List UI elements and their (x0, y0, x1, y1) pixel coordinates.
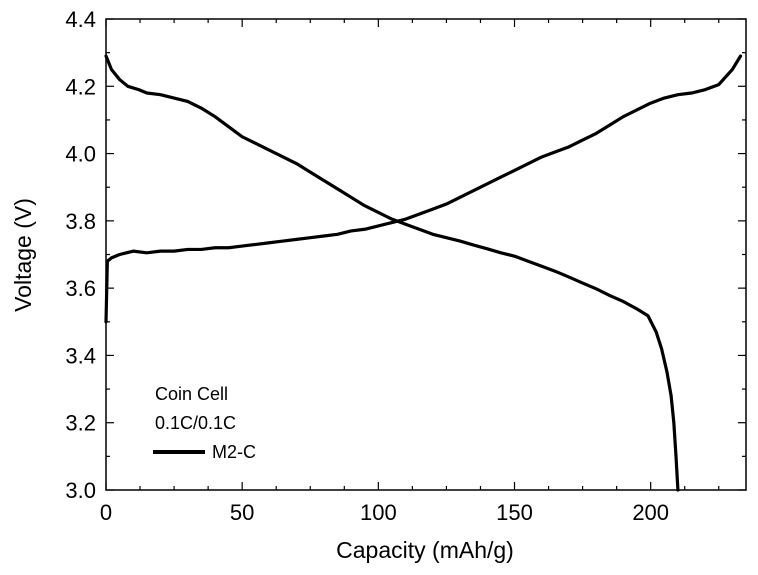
annotation-coin-cell: Coin Cell (155, 384, 228, 404)
y-tick-label: 4.2 (65, 74, 96, 99)
y-tick-label: 3.6 (65, 276, 96, 301)
x-tick-label: 50 (230, 500, 254, 525)
y-tick-label: 4.0 (65, 142, 96, 167)
x-tick-label: 150 (496, 500, 533, 525)
y-tick-label: 3.2 (65, 411, 96, 436)
y-tick-label: 3.8 (65, 209, 96, 234)
x-tick-label: 0 (100, 500, 112, 525)
series-line-discharge (104, 54, 680, 492)
y-tick-label: 3.0 (65, 478, 96, 503)
y-tick-label: 3.4 (65, 343, 96, 368)
y-tick-label: 4.4 (65, 7, 96, 32)
series-layer (104, 54, 743, 492)
y-axis-ticks: 3.0 3.2 3.4 3.6 3.8 4.0 4.2 4.4 (65, 7, 746, 503)
x-tick-label: 200 (632, 500, 669, 525)
legend-label-m2-c: M2-C (212, 442, 256, 462)
x-axis-title: Capacity (mAh/g) (336, 537, 514, 563)
series-line-charge (104, 54, 743, 324)
x-tick-label: 100 (360, 500, 397, 525)
x-axis-ticks: 0 50 100 150 200 (100, 19, 720, 525)
annotation-rate: 0.1C/0.1C (155, 413, 236, 433)
y-axis-title: Voltage (V) (10, 198, 36, 312)
